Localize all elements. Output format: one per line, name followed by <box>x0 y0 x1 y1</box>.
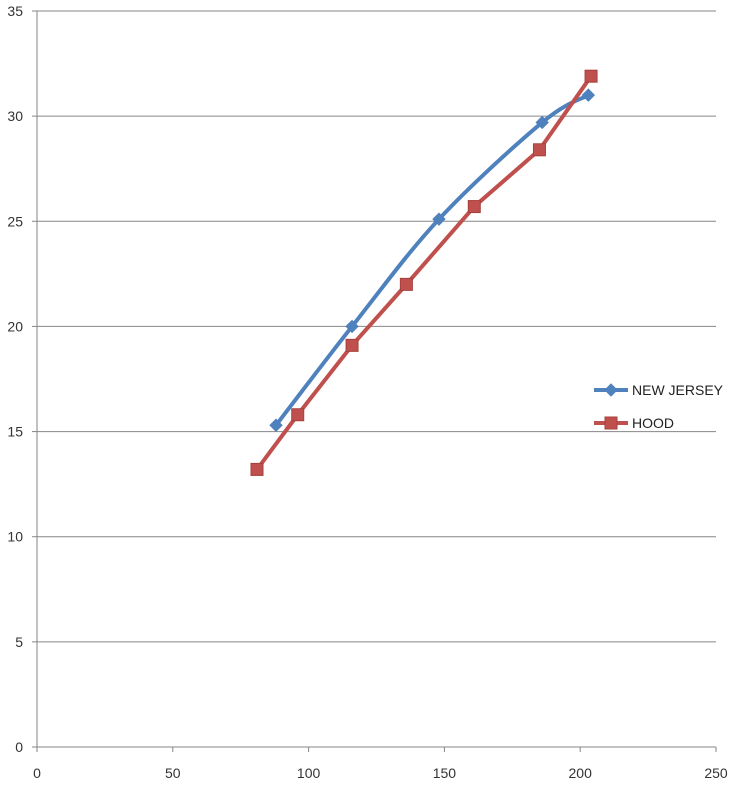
series-line-hood <box>254 74 594 472</box>
y-tick-label: 5 <box>15 634 23 650</box>
data-point-hood <box>532 143 546 157</box>
data-point-hood <box>291 408 305 422</box>
data-point-new-jersey <box>432 212 446 226</box>
x-tick-label: 100 <box>297 765 321 781</box>
y-tick-label: 20 <box>7 318 23 334</box>
y-tick-label: 25 <box>7 213 23 229</box>
data-point-new-jersey <box>535 115 549 130</box>
y-tick-label: 15 <box>7 424 23 440</box>
legend-marker-hood <box>604 416 618 430</box>
y-axis-ticks: 0 5 10 15 20 25 30 35 <box>7 3 37 755</box>
legend-label-new-jersey: NEW JERSEY <box>632 382 724 398</box>
y-tick-label: 30 <box>7 108 23 124</box>
series-layer <box>250 69 598 476</box>
data-point-hood <box>584 69 598 83</box>
y-tick-label: 0 <box>15 739 23 755</box>
series-hood <box>250 69 598 476</box>
x-tick-label: 50 <box>165 765 181 781</box>
data-point-new-jersey <box>345 319 359 334</box>
series-new-jersey <box>269 88 596 432</box>
x-axis-ticks: 0 50 100 150 200 250 <box>33 747 728 781</box>
data-point-hood <box>345 338 359 352</box>
x-tick-label: 200 <box>569 765 593 781</box>
x-tick-label: 150 <box>433 765 457 781</box>
legend: NEW JERSEY HOOD <box>594 382 724 431</box>
y-tick-label: 35 <box>7 3 23 19</box>
legend-marker-new-jersey <box>604 383 618 397</box>
legend-label-hood: HOOD <box>632 415 674 431</box>
data-point-hood <box>467 200 481 214</box>
x-tick-label: 0 <box>33 765 41 781</box>
data-point-new-jersey <box>269 418 283 432</box>
x-tick-label: 250 <box>704 765 728 781</box>
gridlines <box>37 10 716 643</box>
data-point-new-jersey <box>581 88 596 102</box>
y-tick-label: 10 <box>7 529 23 545</box>
data-point-hood <box>250 462 264 476</box>
data-point-hood <box>399 277 413 291</box>
